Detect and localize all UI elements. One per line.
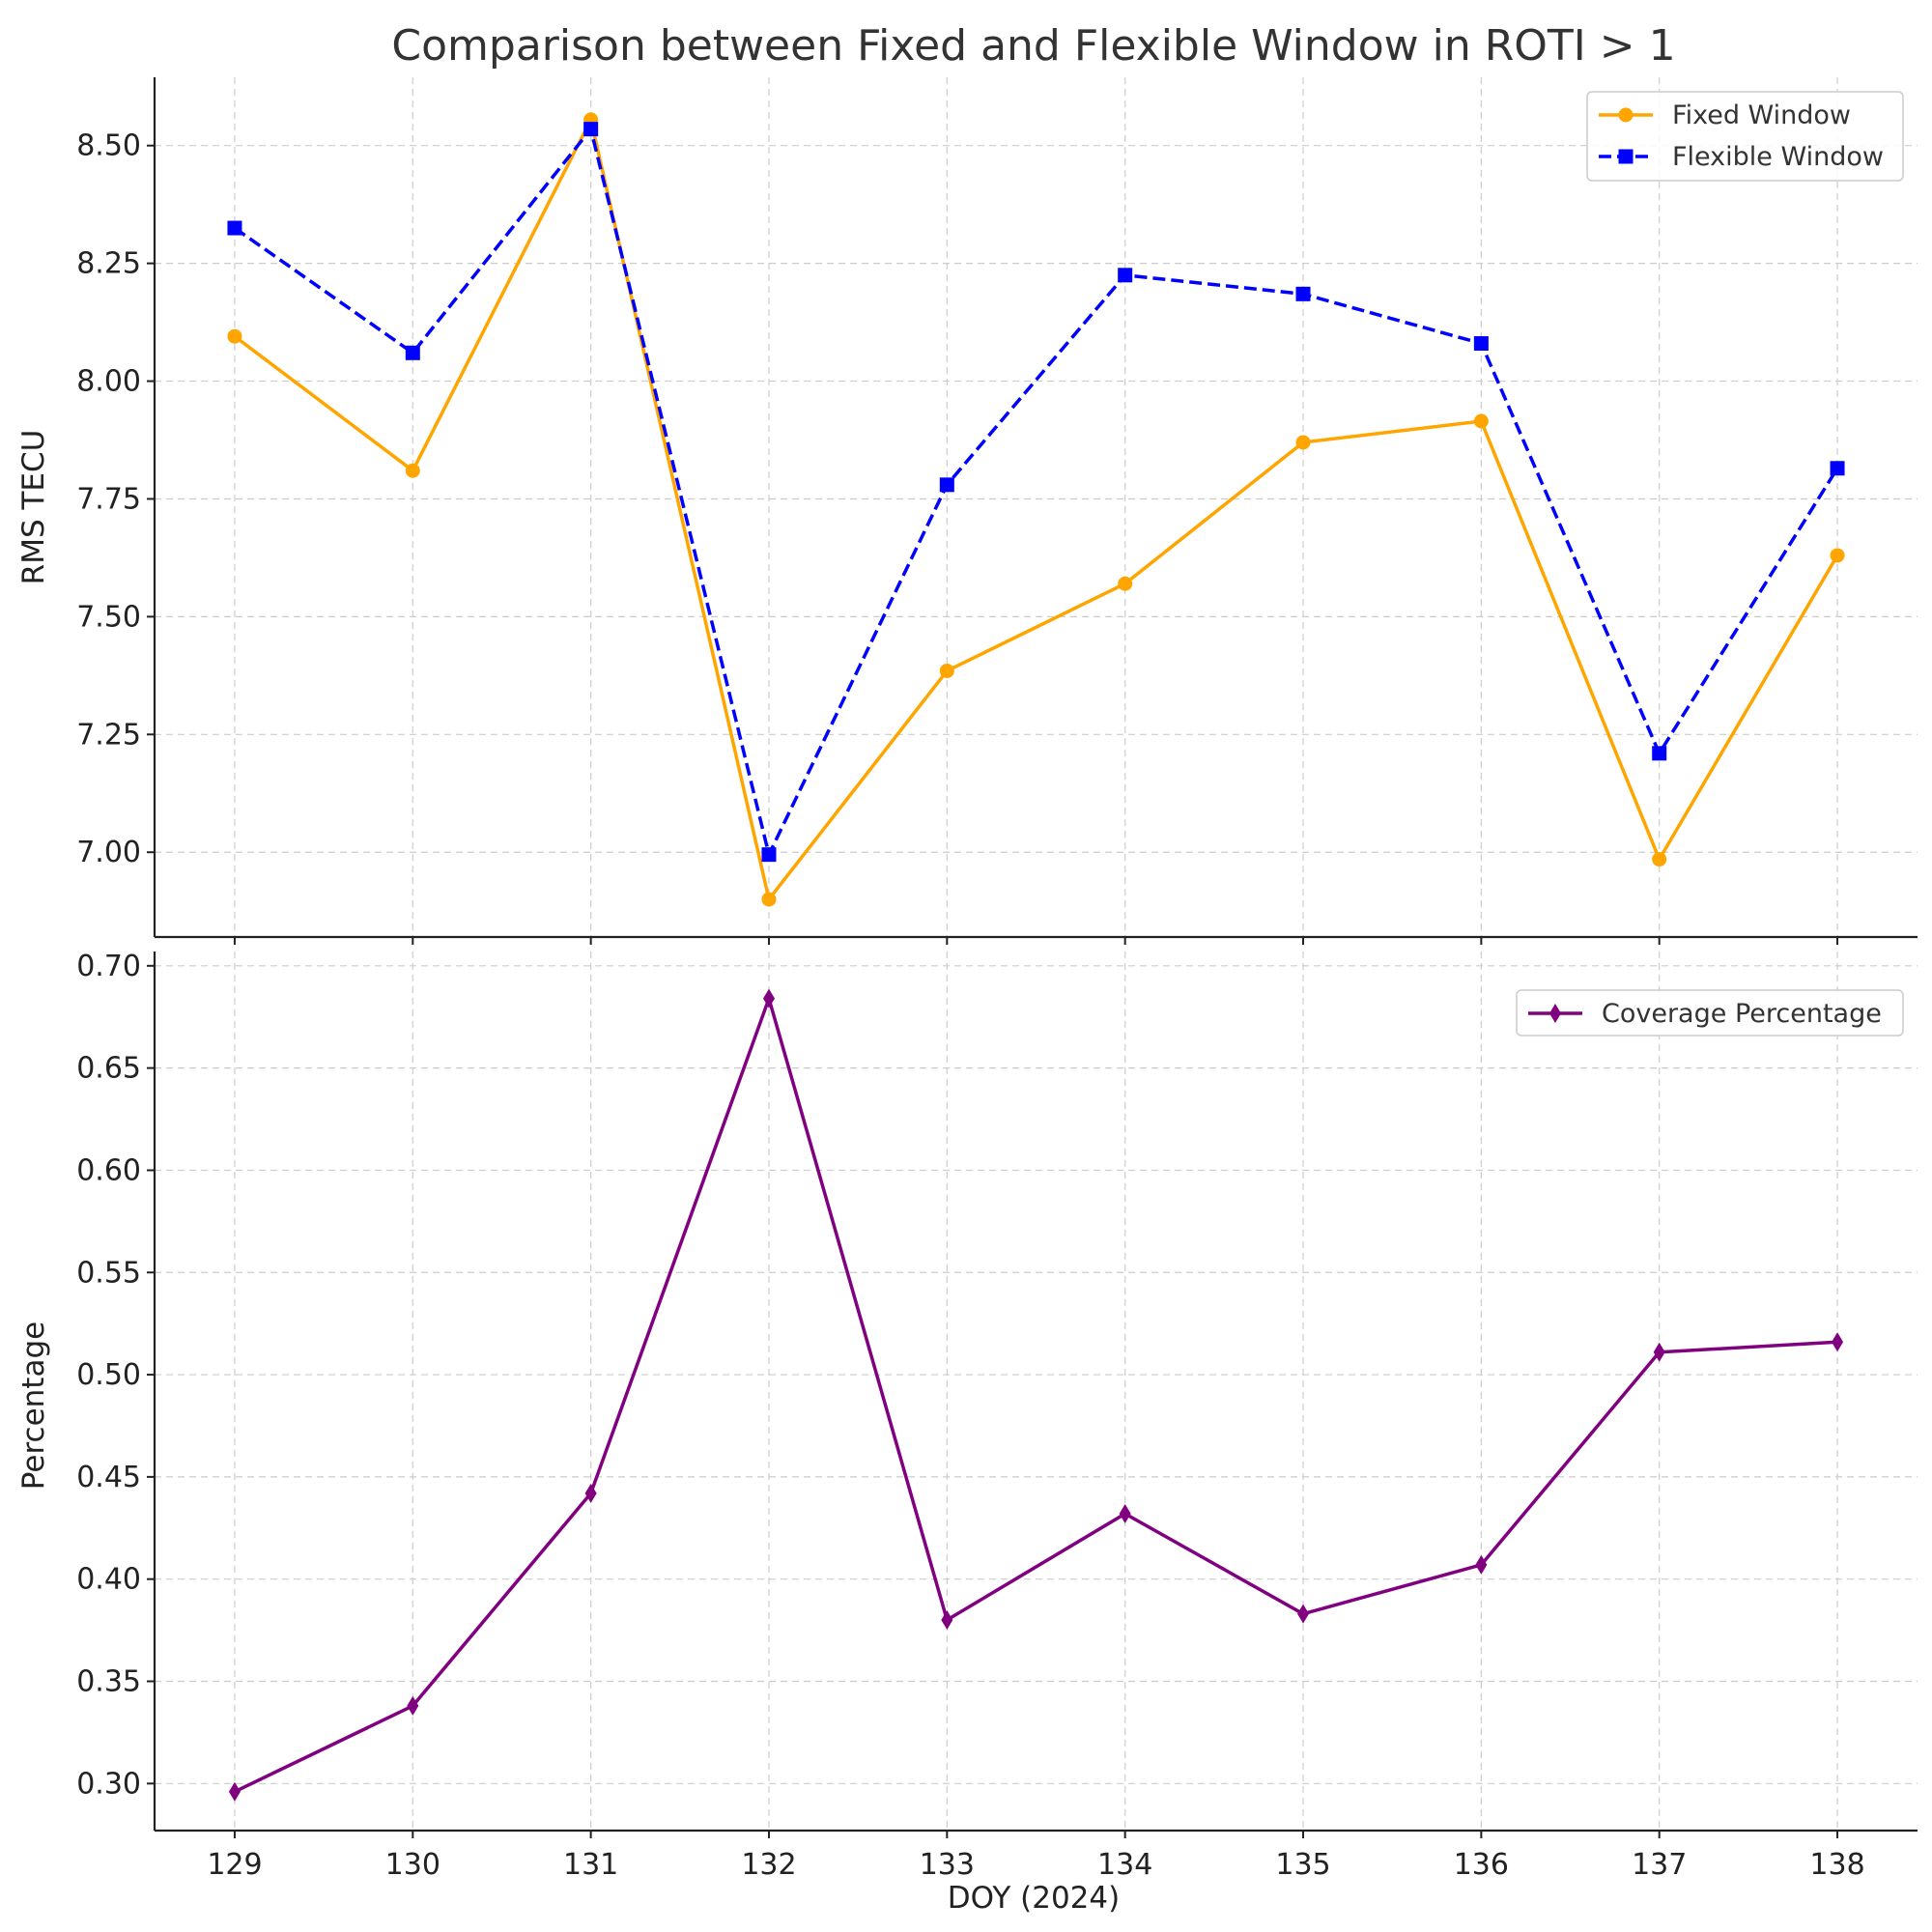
y-tick-label: 0.40	[76, 1563, 141, 1597]
data-point	[1473, 413, 1489, 429]
data-point	[1830, 548, 1845, 563]
data-point	[939, 477, 954, 493]
x-tick-label: 131	[563, 1848, 618, 1882]
y-tick-label: 7.50	[76, 600, 141, 634]
y-tick-label: 0.30	[76, 1767, 141, 1801]
legend-label: Coverage Percentage	[1602, 999, 1882, 1029]
data-point	[762, 988, 775, 1009]
x-tick-label: 135	[1275, 1848, 1330, 1882]
panel-1: 7.00 7.25 7.50 7.75 8.00 8.25 8.50 RMS TECU Fixe…	[16, 77, 1918, 945]
data-point	[583, 122, 599, 137]
y-tick-label: 0.65	[76, 1052, 141, 1086]
data-point	[1297, 1604, 1310, 1624]
x-tick-label: 130	[385, 1848, 440, 1882]
chart-title: Comparison between Fixed and Flexible Wi…	[391, 21, 1675, 71]
x-tick-label: 129	[207, 1848, 262, 1882]
data-point	[761, 847, 777, 863]
chart-panels: 7.00 7.25 7.50 7.75 8.00 8.25 8.50 RMS TECU Fixe…	[16, 77, 1918, 1882]
legend-marker	[1549, 1004, 1561, 1023]
y-tick-label: 7.25	[76, 718, 141, 752]
y-axis-label: RMS TECU	[16, 430, 51, 585]
data-point	[407, 1695, 419, 1716]
x-tick-label: 132	[741, 1848, 796, 1882]
data-point	[1295, 286, 1311, 301]
legend-box	[1586, 91, 1904, 182]
y-tick-label: 8.00	[76, 365, 141, 399]
data-point	[939, 663, 954, 678]
data-point	[584, 1483, 597, 1503]
data-point	[1475, 1554, 1488, 1575]
data-point	[1295, 435, 1311, 450]
x-tick-label: 136	[1454, 1848, 1509, 1882]
legend-label: Fixed Window	[1672, 100, 1851, 130]
data-point	[1652, 746, 1667, 761]
legend-marker	[1618, 149, 1634, 164]
legend: Coverage Percentage	[1516, 989, 1904, 1037]
y-tick-label: 8.50	[76, 129, 141, 163]
x-tick-label: 133	[920, 1848, 975, 1882]
series-1	[228, 988, 1844, 1802]
y-tick-label: 0.45	[76, 1461, 141, 1494]
data-point	[227, 328, 242, 344]
data-point	[1832, 1332, 1844, 1352]
x-tick-label: 138	[1809, 1848, 1864, 1882]
data-point	[1119, 1503, 1131, 1523]
y-tick-label: 0.60	[76, 1153, 141, 1187]
x-tick-label: 137	[1632, 1848, 1687, 1882]
legend-box	[1516, 989, 1904, 1037]
panel-2: 0.30 0.35 0.40 0.45 0.50 0.55 0.60 0.65 0.70 129 1…	[16, 950, 1918, 1882]
data-point	[228, 1781, 241, 1802]
y-tick-label: 0.55	[76, 1256, 141, 1290]
data-point	[405, 463, 420, 478]
data-point	[1118, 268, 1133, 283]
y-tick-label: 8.25	[76, 247, 141, 281]
legend-marker	[1618, 107, 1634, 123]
data-point	[1653, 1342, 1665, 1362]
x-axis-label: DOY (2024)	[948, 1881, 1120, 1916]
data-point	[1652, 852, 1667, 867]
series-line	[233, 127, 1839, 857]
data-point	[941, 1610, 953, 1631]
data-point	[1118, 576, 1133, 591]
y-axis-label: Percentage	[16, 1321, 51, 1490]
data-point	[1830, 461, 1845, 476]
legend-label: Flexible Window	[1672, 142, 1884, 172]
y-tick-label: 0.35	[76, 1665, 141, 1699]
series-line	[234, 996, 1838, 1794]
data-point	[405, 345, 420, 360]
legend: Fixed Window Flexible Window	[1586, 91, 1904, 182]
data-point	[227, 220, 242, 236]
y-tick-label: 7.00	[76, 836, 141, 869]
y-tick-label: 7.75	[76, 482, 141, 516]
y-tick-label: 0.50	[76, 1358, 141, 1392]
series-2	[227, 122, 1845, 863]
data-point	[761, 892, 777, 907]
data-point	[1473, 336, 1489, 352]
series-1	[227, 112, 1845, 907]
x-tick-label: 134	[1097, 1848, 1152, 1882]
series-line	[233, 118, 1839, 901]
y-tick-label: 0.70	[76, 950, 141, 983]
